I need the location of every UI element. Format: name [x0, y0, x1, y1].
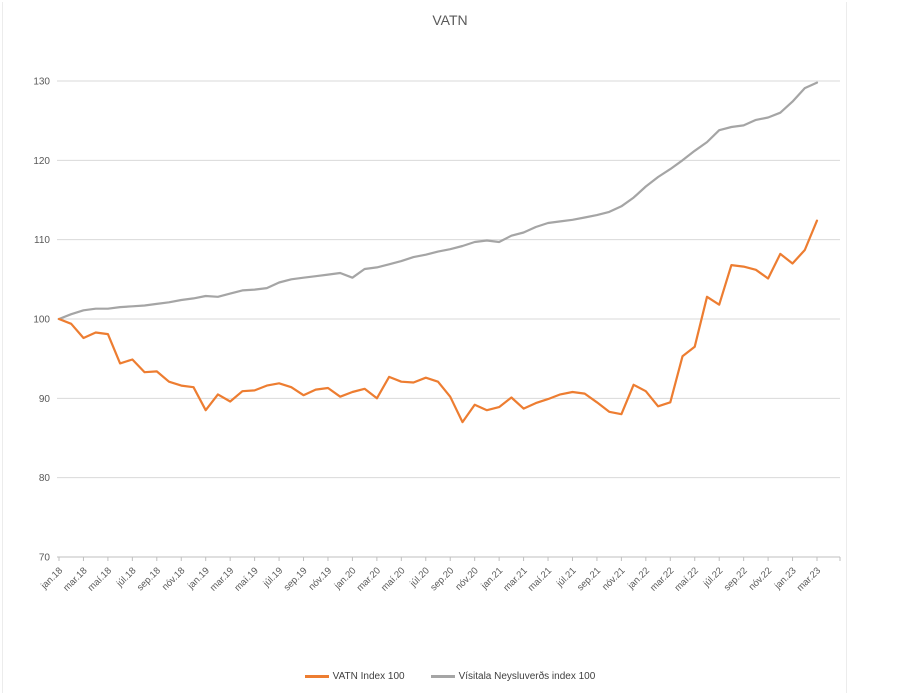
legend-item-cpi: Vísitala Neysluverðs index 100: [430, 671, 596, 682]
x-axis-tick-label: nóv.20: [453, 565, 480, 592]
legend-label-vatn: VATN Index 100: [332, 671, 405, 682]
x-axis-tick-label: sep.22: [722, 565, 750, 593]
y-axis-tick-label: 90: [39, 394, 51, 405]
x-axis-tick-label: nóv.18: [160, 565, 187, 592]
cpi-series-line: [57, 81, 819, 321]
x-axis-tick-label: mar.18: [61, 565, 89, 593]
x-axis-tick-label: jan.23: [772, 565, 799, 592]
x-axis-tick-label: jan.18: [38, 565, 65, 592]
x-axis-tick-label: jan.19: [185, 565, 212, 592]
x-axis-tick-label: sep.19: [282, 565, 310, 593]
y-axis-tick-label: 100: [33, 315, 50, 326]
x-axis-tick-label: maí.18: [86, 565, 114, 593]
vatn-series-line: [57, 219, 819, 424]
x-axis-tick-label: nóv.21: [600, 565, 627, 592]
x-axis-tick-label: maí.21: [526, 565, 554, 593]
cpi-line-swatch: [430, 675, 455, 678]
x-axis-tick-label: maí.22: [673, 565, 701, 593]
y-axis-tick-label: 80: [39, 473, 51, 484]
x-axis-tick-label: maí.19: [232, 565, 260, 593]
x-axis-tick-label: sep.18: [135, 565, 163, 593]
x-axis-tick-label: maí.20: [379, 565, 407, 593]
x-axis-tick-label: sep.21: [575, 565, 603, 593]
chart-title: VATN: [432, 12, 468, 28]
y-axis-tick-label: 70: [39, 553, 51, 564]
x-axis-tick-label: jan.22: [625, 565, 652, 592]
x-axis-tick-label: sep.20: [428, 565, 456, 593]
x-axis-tick-label: nóv.19: [307, 565, 334, 592]
x-axis-tick-label: mar.20: [355, 565, 383, 593]
x-axis-tick-label: mar.22: [648, 565, 676, 593]
x-axis-tick-label: mar.19: [208, 565, 236, 593]
x-axis-tick-label: mar.21: [501, 565, 529, 593]
chart-legend: VATN Index 100 Vísitala Neysluverðs inde…: [0, 671, 900, 682]
legend-label-cpi: Vísitala Neysluverðs index 100: [458, 671, 596, 682]
vatn-line-swatch: [304, 675, 329, 678]
x-axis-tick-label: nóv.22: [747, 565, 774, 592]
y-axis-tick-label: 130: [33, 77, 50, 88]
y-axis-tick-label: 120: [33, 156, 50, 167]
x-axis-tick-label: jan.21: [478, 565, 505, 592]
x-axis-tick-label: jan.20: [332, 565, 359, 592]
x-axis-tick-label: mar.23: [795, 565, 823, 593]
legend-item-vatn: VATN Index 100: [304, 671, 405, 682]
y-axis-tick-label: 110: [34, 235, 50, 246]
